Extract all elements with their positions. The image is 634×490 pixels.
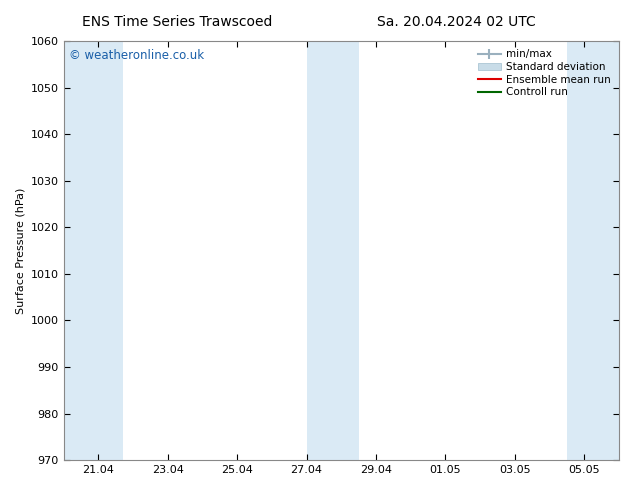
Text: © weatheronline.co.uk: © weatheronline.co.uk [69,49,204,62]
Legend: min/max, Standard deviation, Ensemble mean run, Controll run: min/max, Standard deviation, Ensemble me… [475,46,614,100]
Bar [567,41,619,460]
Bar [336,41,359,460]
Bar [98,41,122,460]
Text: Sa. 20.04.2024 02 UTC: Sa. 20.04.2024 02 UTC [377,15,536,29]
Bar [307,41,336,460]
Y-axis label: Surface Pressure (hPa): Surface Pressure (hPa) [15,187,25,314]
Text: ENS Time Series Trawscoed: ENS Time Series Trawscoed [82,15,273,29]
Bar [63,41,98,460]
